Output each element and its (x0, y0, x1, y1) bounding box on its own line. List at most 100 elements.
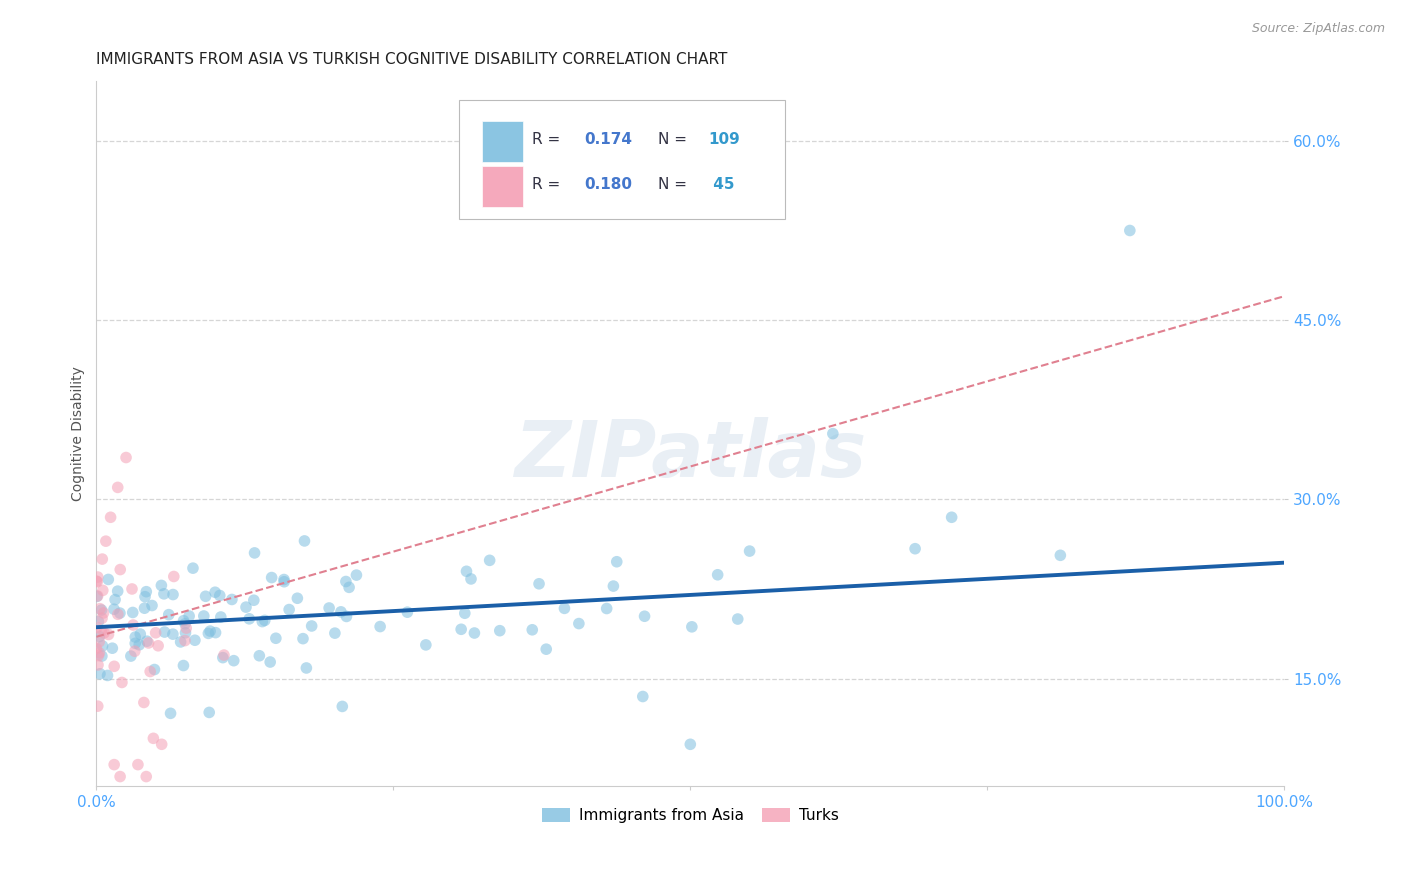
Immigrants from Asia (184, 633, 207, 648)
Immigrants from Asia (153, 625, 176, 640)
Immigrants from Asia (454, 606, 477, 620)
Immigrants from Asia (346, 568, 368, 582)
Turks (108, 770, 131, 784)
Turks (87, 657, 110, 672)
Immigrants from Asia (727, 612, 749, 626)
Text: ZIPatlas: ZIPatlas (515, 417, 866, 492)
Immigrants from Asia (522, 623, 544, 637)
Immigrants from Asia (318, 601, 340, 615)
Immigrants from Asia (172, 658, 194, 673)
Turks (103, 757, 125, 772)
Turks (89, 635, 111, 649)
Immigrants from Asia (456, 564, 478, 578)
Turks (89, 646, 111, 660)
Immigrants from Asia (595, 601, 617, 615)
Immigrants from Asia (121, 606, 143, 620)
Immigrants from Asia (179, 609, 201, 624)
Text: 45: 45 (709, 178, 734, 193)
Immigrants from Asia (450, 622, 472, 636)
Immigrants from Asia (329, 605, 352, 619)
Immigrants from Asia (1049, 549, 1071, 563)
Turks (91, 552, 114, 566)
Turks (107, 607, 129, 622)
Immigrants from Asia (209, 610, 232, 624)
Immigrants from Asia (602, 579, 624, 593)
Turks (90, 624, 112, 639)
Immigrants from Asia (396, 605, 419, 619)
Turks (93, 606, 115, 620)
Immigrants from Asia (222, 654, 245, 668)
Turks (86, 620, 108, 634)
Text: 109: 109 (709, 132, 740, 147)
Turks (91, 611, 114, 625)
Immigrants from Asia (294, 533, 316, 548)
Immigrants from Asia (606, 555, 628, 569)
Immigrants from Asia (553, 601, 575, 615)
Immigrants from Asia (463, 626, 485, 640)
Immigrants from Asia (941, 510, 963, 524)
Immigrants from Asia (488, 624, 510, 638)
Turks (145, 625, 167, 640)
Immigrants from Asia (633, 609, 655, 624)
Immigrants from Asia (162, 627, 184, 641)
Immigrants from Asia (415, 638, 437, 652)
Turks (91, 583, 114, 598)
Immigrants from Asia (174, 616, 197, 631)
Immigrants from Asia (243, 546, 266, 560)
Turks (135, 770, 157, 784)
Immigrants from Asia (96, 668, 118, 682)
Immigrants from Asia (134, 590, 156, 604)
Immigrants from Asia (198, 706, 221, 720)
Immigrants from Asia (260, 570, 283, 584)
Immigrants from Asia (204, 625, 226, 640)
Immigrants from Asia (295, 661, 318, 675)
Turks (115, 450, 138, 465)
Text: R =: R = (533, 178, 561, 193)
Legend: Immigrants from Asia, Turks: Immigrants from Asia, Turks (536, 802, 845, 830)
Immigrants from Asia (238, 612, 260, 626)
Immigrants from Asia (285, 591, 308, 606)
Turks (142, 731, 165, 746)
Immigrants from Asia (301, 619, 323, 633)
Turks (139, 665, 162, 679)
Immigrants from Asia (174, 625, 197, 640)
Turks (97, 627, 120, 641)
Turks (87, 699, 110, 714)
Immigrants from Asia (1119, 223, 1142, 237)
Immigrants from Asia (335, 609, 357, 624)
Immigrants from Asia (173, 614, 195, 628)
Immigrants from Asia (460, 572, 482, 586)
Immigrants from Asia (141, 599, 163, 613)
Immigrants from Asia (159, 706, 181, 721)
Immigrants from Asia (124, 636, 146, 650)
Turks (103, 659, 125, 673)
Immigrants from Asia (91, 639, 114, 653)
Immigrants from Asia (135, 584, 157, 599)
Turks (150, 737, 173, 751)
Immigrants from Asia (568, 616, 591, 631)
Immigrants from Asia (143, 663, 166, 677)
FancyBboxPatch shape (458, 100, 786, 219)
Immigrants from Asia (738, 544, 761, 558)
Immigrants from Asia (264, 632, 287, 646)
Turks (121, 582, 143, 596)
Immigrants from Asia (259, 655, 281, 669)
Immigrants from Asia (169, 635, 191, 649)
Turks (94, 534, 117, 549)
Immigrants from Asia (136, 634, 159, 648)
Text: R =: R = (533, 132, 561, 147)
Immigrants from Asia (247, 648, 270, 663)
Immigrants from Asia (235, 600, 257, 615)
Immigrants from Asia (108, 606, 131, 620)
Immigrants from Asia (631, 690, 654, 704)
Immigrants from Asia (243, 593, 266, 607)
Immigrants from Asia (90, 648, 112, 663)
Turks (138, 636, 160, 650)
Immigrants from Asia (89, 630, 111, 644)
Immigrants from Asia (208, 589, 231, 603)
Immigrants from Asia (193, 609, 215, 624)
Turks (174, 621, 197, 635)
Immigrants from Asia (198, 624, 221, 639)
Immigrants from Asia (162, 588, 184, 602)
Turks (93, 626, 115, 640)
